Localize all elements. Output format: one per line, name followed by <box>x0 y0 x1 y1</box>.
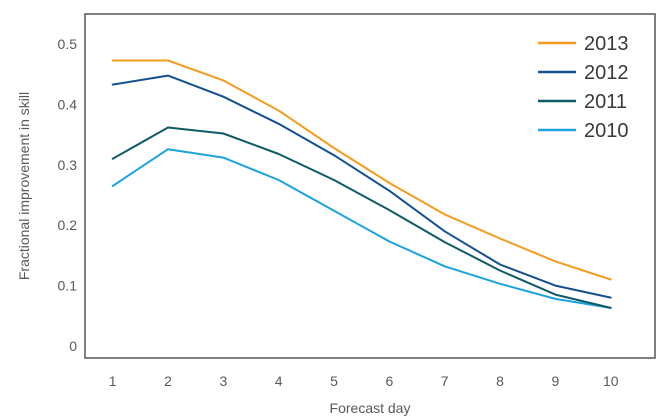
x-tick-label: 5 <box>330 373 338 389</box>
y-axis-label: Fractional improvement in skill <box>16 92 32 280</box>
legend-label-2010: 2010 <box>584 120 629 142</box>
series-line-2011 <box>111 126 612 309</box>
x-tick-label: 2 <box>164 373 172 389</box>
x-tick-label: 8 <box>496 373 504 389</box>
legend: 2013 2012 2011 2010 <box>538 33 629 142</box>
x-tick-label: 9 <box>551 373 559 389</box>
y-tick-label: 0.5 <box>58 36 78 52</box>
x-tick-label: 7 <box>441 373 449 389</box>
y-tick-label: 0.1 <box>58 278 78 294</box>
x-axis-label: Forecast day <box>330 400 411 416</box>
series-lines <box>111 59 612 309</box>
series-line-2012 <box>111 74 612 299</box>
y-tick-label: 0.3 <box>58 157 78 173</box>
x-tick-label: 4 <box>275 373 283 389</box>
x-tick-label: 6 <box>385 373 393 389</box>
plot-frame <box>84 13 656 359</box>
y-tick-label: 0 <box>69 338 77 354</box>
series-line-2013 <box>111 59 612 281</box>
x-axis-ticks: 1 2 3 4 5 6 7 8 9 10 <box>109 373 619 389</box>
x-tick-label: 3 <box>219 373 227 389</box>
y-tick-label: 0.4 <box>58 97 78 113</box>
legend-label-2012: 2012 <box>584 62 629 84</box>
y-axis-ticks: 0 0.1 0.2 0.3 0.4 0.5 <box>58 36 78 354</box>
y-tick-label: 0.2 <box>58 217 78 233</box>
series-line-2010 <box>111 148 612 309</box>
legend-label-2011: 2011 <box>584 91 627 113</box>
x-tick-label: 1 <box>109 373 117 389</box>
x-tick-label: 10 <box>603 373 619 389</box>
legend-label-2013: 2013 <box>584 33 629 55</box>
